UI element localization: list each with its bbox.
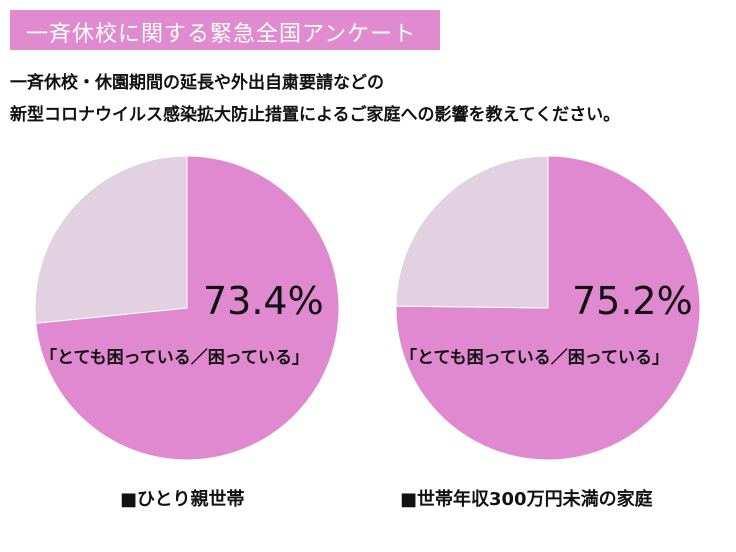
question-line-1: 一斉休校・休園期間の延長や外出自粛要請などの	[10, 73, 384, 93]
title-banner: 一斉休校に関する緊急全国アンケート	[10, 10, 440, 50]
pie-2-slice-1	[395, 155, 701, 461]
pie-2-slice-label: 「とても困っている／困っている」	[400, 348, 669, 368]
pie-1-group-label: ■ひとり親世帯	[120, 489, 245, 510]
page-title: 一斉休校に関する緊急全国アンケート	[26, 22, 417, 47]
pie-2-value-label: 75.2%	[572, 279, 693, 323]
pie-2-group-label: ■世帯年収300万円未満の家庭	[400, 489, 653, 510]
question-line-2: 新型コロナウイルス感染拡大防止措置によるご家庭への影響を教えてください。	[10, 105, 621, 125]
pie-1-slice-2	[34, 155, 188, 324]
pie-1-slice-label: 「とても困っている／困っている」	[40, 348, 309, 368]
pie-1-value-label: 73.4%	[203, 279, 324, 323]
pie-2-slice-2	[395, 155, 549, 309]
